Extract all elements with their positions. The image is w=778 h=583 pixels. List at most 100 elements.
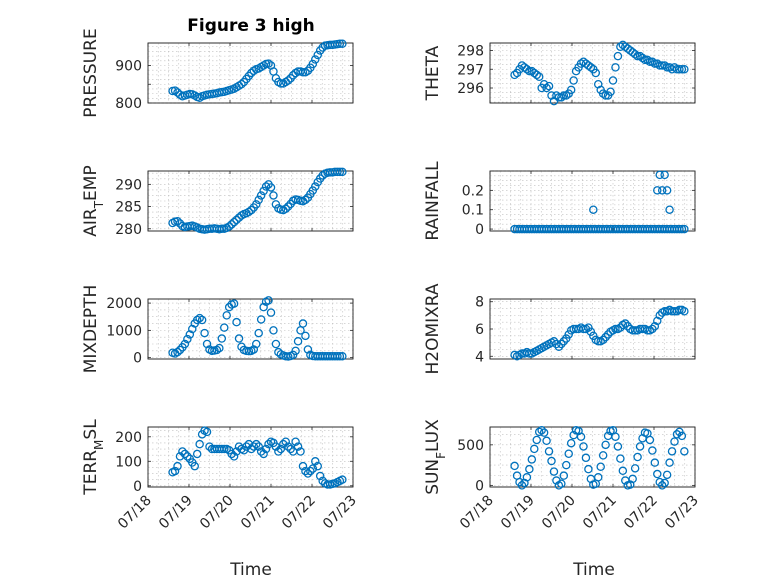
sun_flux-ytick-label: 500 [457, 438, 484, 454]
terr_msl-data-point [276, 444, 286, 454]
terr_msl-data-point [261, 444, 271, 454]
air_temp-data-point [217, 224, 227, 234]
theta-data-point [680, 65, 689, 74]
mixdepth-ytick-label: 1000 [106, 323, 142, 339]
terr-msl-plot: 0 100 200 07/18 07/19 07/20 07/21 07/22 07/23 TER… [81, 419, 360, 533]
pressure-data-point [298, 68, 308, 77]
pressure-data-point [308, 59, 318, 69]
mixdepth-data-point [254, 328, 263, 338]
terr_msl-data-point [298, 461, 308, 471]
air_temp-ytick-label: 290 [115, 177, 142, 193]
terr_msl-data-point [315, 471, 325, 481]
theta-data-point [633, 51, 642, 61]
rainfall-data-point [660, 170, 669, 180]
sun_flux-data-point [559, 471, 569, 480]
mixdepth-data-point [202, 339, 212, 349]
terr_msl-data-point [308, 464, 318, 473]
sun_flux-data-point [650, 458, 660, 467]
pressure-ytick-label: 900 [115, 59, 142, 75]
h2omixra-ytick-label: 8 [475, 295, 484, 311]
rainfall-ytick-label: 0.2 [462, 183, 484, 199]
h2omixra-data-point [655, 311, 664, 320]
rainfall-ytick-label: 0 [475, 222, 484, 238]
air_temp-data-point [247, 205, 256, 215]
terr_msl-data-point [303, 469, 313, 478]
mixdepth-data-point [251, 339, 261, 349]
pressure-data-point [311, 55, 320, 64]
xtick-label: 07/19 [156, 493, 196, 533]
h2omixra-plot: 4 6 8 H2OMIXRA [423, 283, 696, 375]
mixdepth-data-point [173, 347, 182, 357]
terr_msl-data-point [311, 457, 320, 466]
sun_flux-data-point [618, 466, 628, 476]
terr_msl-data-point [249, 442, 259, 451]
theta-data-point [544, 81, 554, 91]
sun_flux-ytick-label: 0 [475, 478, 484, 494]
mixdepth-data-point [200, 328, 209, 338]
mixdepth-data-point [197, 315, 207, 325]
mixdepth-ytick-label: 0 [133, 351, 142, 367]
sun_flux-data-point [596, 462, 605, 471]
mixdepth-data-point [195, 313, 204, 323]
terr_msl-data-point [274, 447, 283, 456]
theta-data-point [557, 93, 566, 102]
theta-data-point [559, 91, 569, 100]
sun_flux-data-point [549, 467, 559, 476]
h2omixra-data-point [559, 337, 569, 346]
h2omixra-data-point [680, 307, 689, 316]
terr_msl-data-point [271, 442, 281, 451]
sun_flux-data-point [611, 432, 620, 441]
sun_flux-data-point [630, 464, 640, 473]
sun_flux-data-point [672, 430, 682, 439]
h2omixra-data-point [621, 319, 630, 328]
sun_flux-data-point [544, 447, 554, 456]
air_temp-data-point [259, 186, 268, 196]
xtick-label: 07/20 [197, 493, 237, 533]
theta-plot: 296 297 298 THETA [423, 40, 696, 106]
terr_msl-data-point [281, 437, 291, 446]
rainfall-data-point [665, 205, 674, 214]
mixdepth-data-point [335, 352, 345, 361]
sun_flux-data-point [576, 432, 586, 441]
theta-data-point [569, 76, 578, 85]
theta-data-point [643, 55, 652, 65]
rainfall-data-point [653, 186, 662, 195]
mixdepth-data-point [222, 311, 231, 320]
air_temp-data-point [251, 200, 261, 209]
h2omixra-ylabel: H2OMIXRA [423, 283, 443, 374]
pressure-plot: 800 900 PRESSURE [81, 28, 354, 118]
mixdepth-data-point [212, 345, 222, 355]
h2omixra-data-point [579, 324, 588, 334]
terr_msl-data-point [279, 439, 288, 449]
h2omixra-data-point [557, 339, 566, 349]
xtick-label: 07/18 [457, 493, 497, 533]
sun_flux-data-point [522, 473, 532, 482]
h2omixra-ytick-label: 4 [475, 349, 484, 365]
terr_msl-ylabel: TERRMSL [81, 419, 106, 496]
mixdepth-data-point [234, 334, 244, 343]
theta-data-point [638, 53, 647, 63]
xtick-label: 07/20 [539, 493, 579, 533]
theta-ytick-label: 297 [457, 62, 484, 78]
theta-data-point [613, 51, 623, 61]
terr_msl-data-point [286, 444, 295, 454]
mixdepth-axes-border [147, 298, 354, 360]
air_temp-data-point [266, 183, 276, 192]
h2omixra-data-point [603, 330, 613, 339]
rainfall-data-point [589, 205, 598, 214]
rainfall-data-point [655, 170, 664, 180]
theta-data-point [608, 76, 618, 85]
terr_msl-data-point [296, 447, 305, 456]
pressure-data-point [335, 39, 345, 49]
mixdepth-data-point [185, 330, 195, 339]
mixdepth-data-point [220, 323, 229, 332]
rainfall-data-point [662, 186, 672, 195]
xtick-label: 07/23 [320, 493, 360, 533]
mixdepth-data-point [232, 317, 241, 327]
theta-ytick-label: 298 [457, 44, 484, 60]
terr_msl-data-point [195, 439, 204, 449]
air_temp-data-point [173, 216, 182, 226]
theta-data-point [648, 57, 657, 67]
sun_flux-data-point [662, 470, 672, 480]
theta-data-point [534, 72, 544, 82]
